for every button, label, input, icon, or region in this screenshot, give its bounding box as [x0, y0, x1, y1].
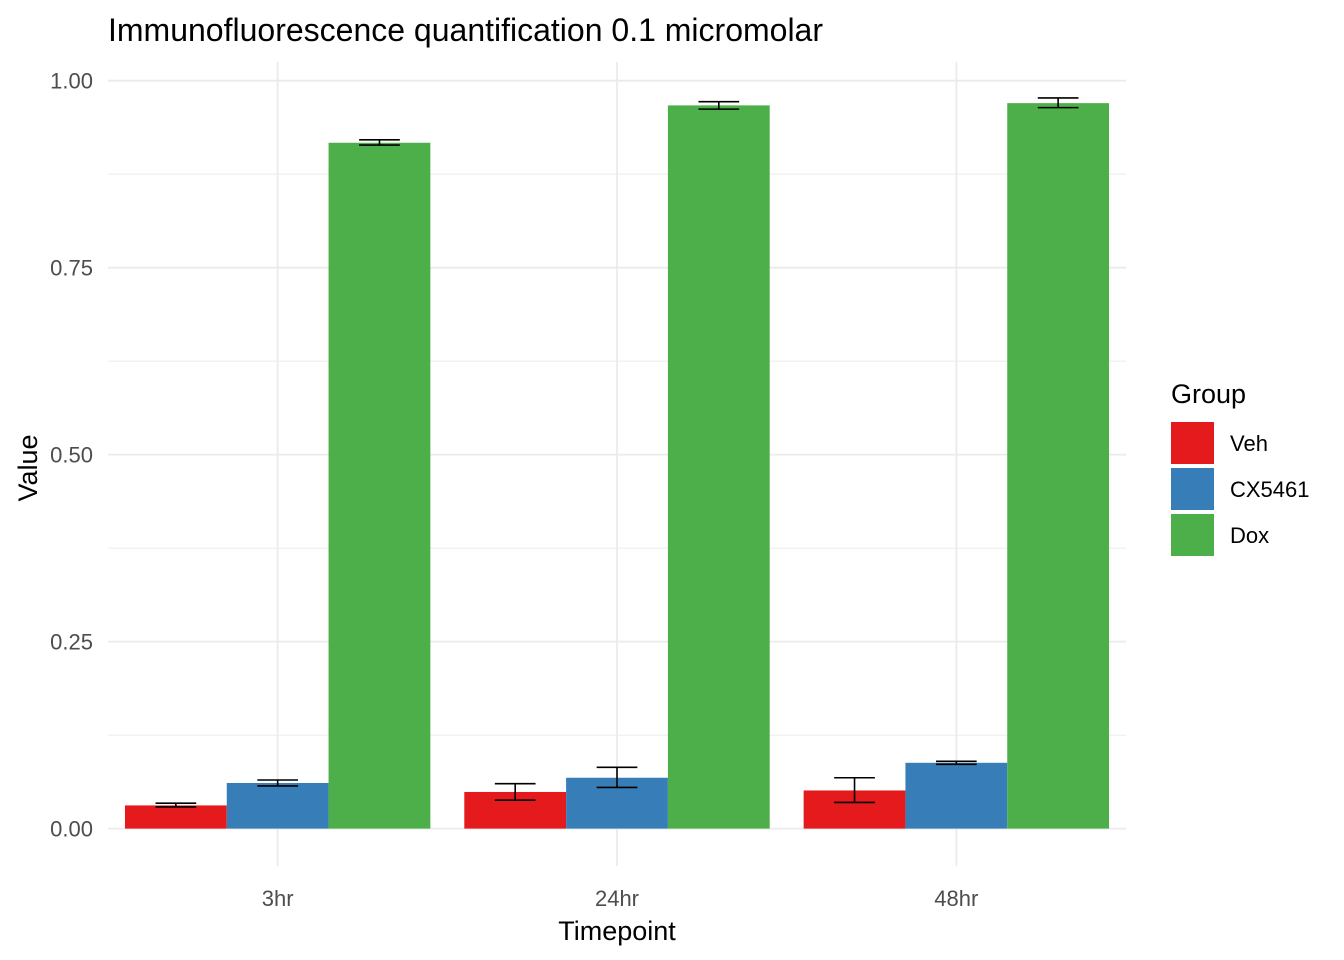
bar — [328, 142, 431, 829]
chart-title: Immunofluorescence quantification 0.1 mi… — [108, 12, 823, 48]
bars — [124, 103, 1110, 829]
x-axis-ticks: 3hr 24hr 48hr — [262, 886, 979, 911]
y-tick-label: 1.00 — [50, 69, 93, 94]
bar — [667, 105, 770, 829]
y-tick-label: 0.25 — [50, 630, 93, 655]
y-tick-label: 0.50 — [50, 443, 93, 468]
y-tick-label: 0.00 — [50, 817, 93, 842]
bar — [1007, 103, 1110, 829]
legend-label: CX5461 — [1230, 477, 1310, 502]
plot-area — [108, 62, 1126, 866]
legend-label: Veh — [1230, 431, 1268, 456]
y-tick-label: 0.75 — [50, 256, 93, 281]
x-tick-label: 48hr — [934, 886, 978, 911]
x-tick-label: 24hr — [595, 886, 639, 911]
legend-swatch — [1171, 422, 1214, 464]
legend-label: Dox — [1230, 523, 1269, 548]
x-tick-label: 3hr — [262, 886, 294, 911]
y-axis-title: Value — [13, 434, 43, 501]
legend-title: Group — [1171, 379, 1246, 409]
x-axis-title: Timepoint — [558, 916, 676, 946]
y-axis-ticks: 0.00 0.25 0.50 0.75 1.00 — [50, 69, 93, 842]
bar — [124, 805, 227, 829]
legend: Group Veh CX5461 Dox — [1171, 379, 1310, 556]
error-bars — [155, 97, 1079, 808]
gridlines — [108, 62, 1126, 866]
bar — [905, 762, 1008, 829]
legend-swatch — [1171, 468, 1214, 510]
bar — [226, 782, 329, 829]
legend-swatch — [1171, 514, 1214, 556]
